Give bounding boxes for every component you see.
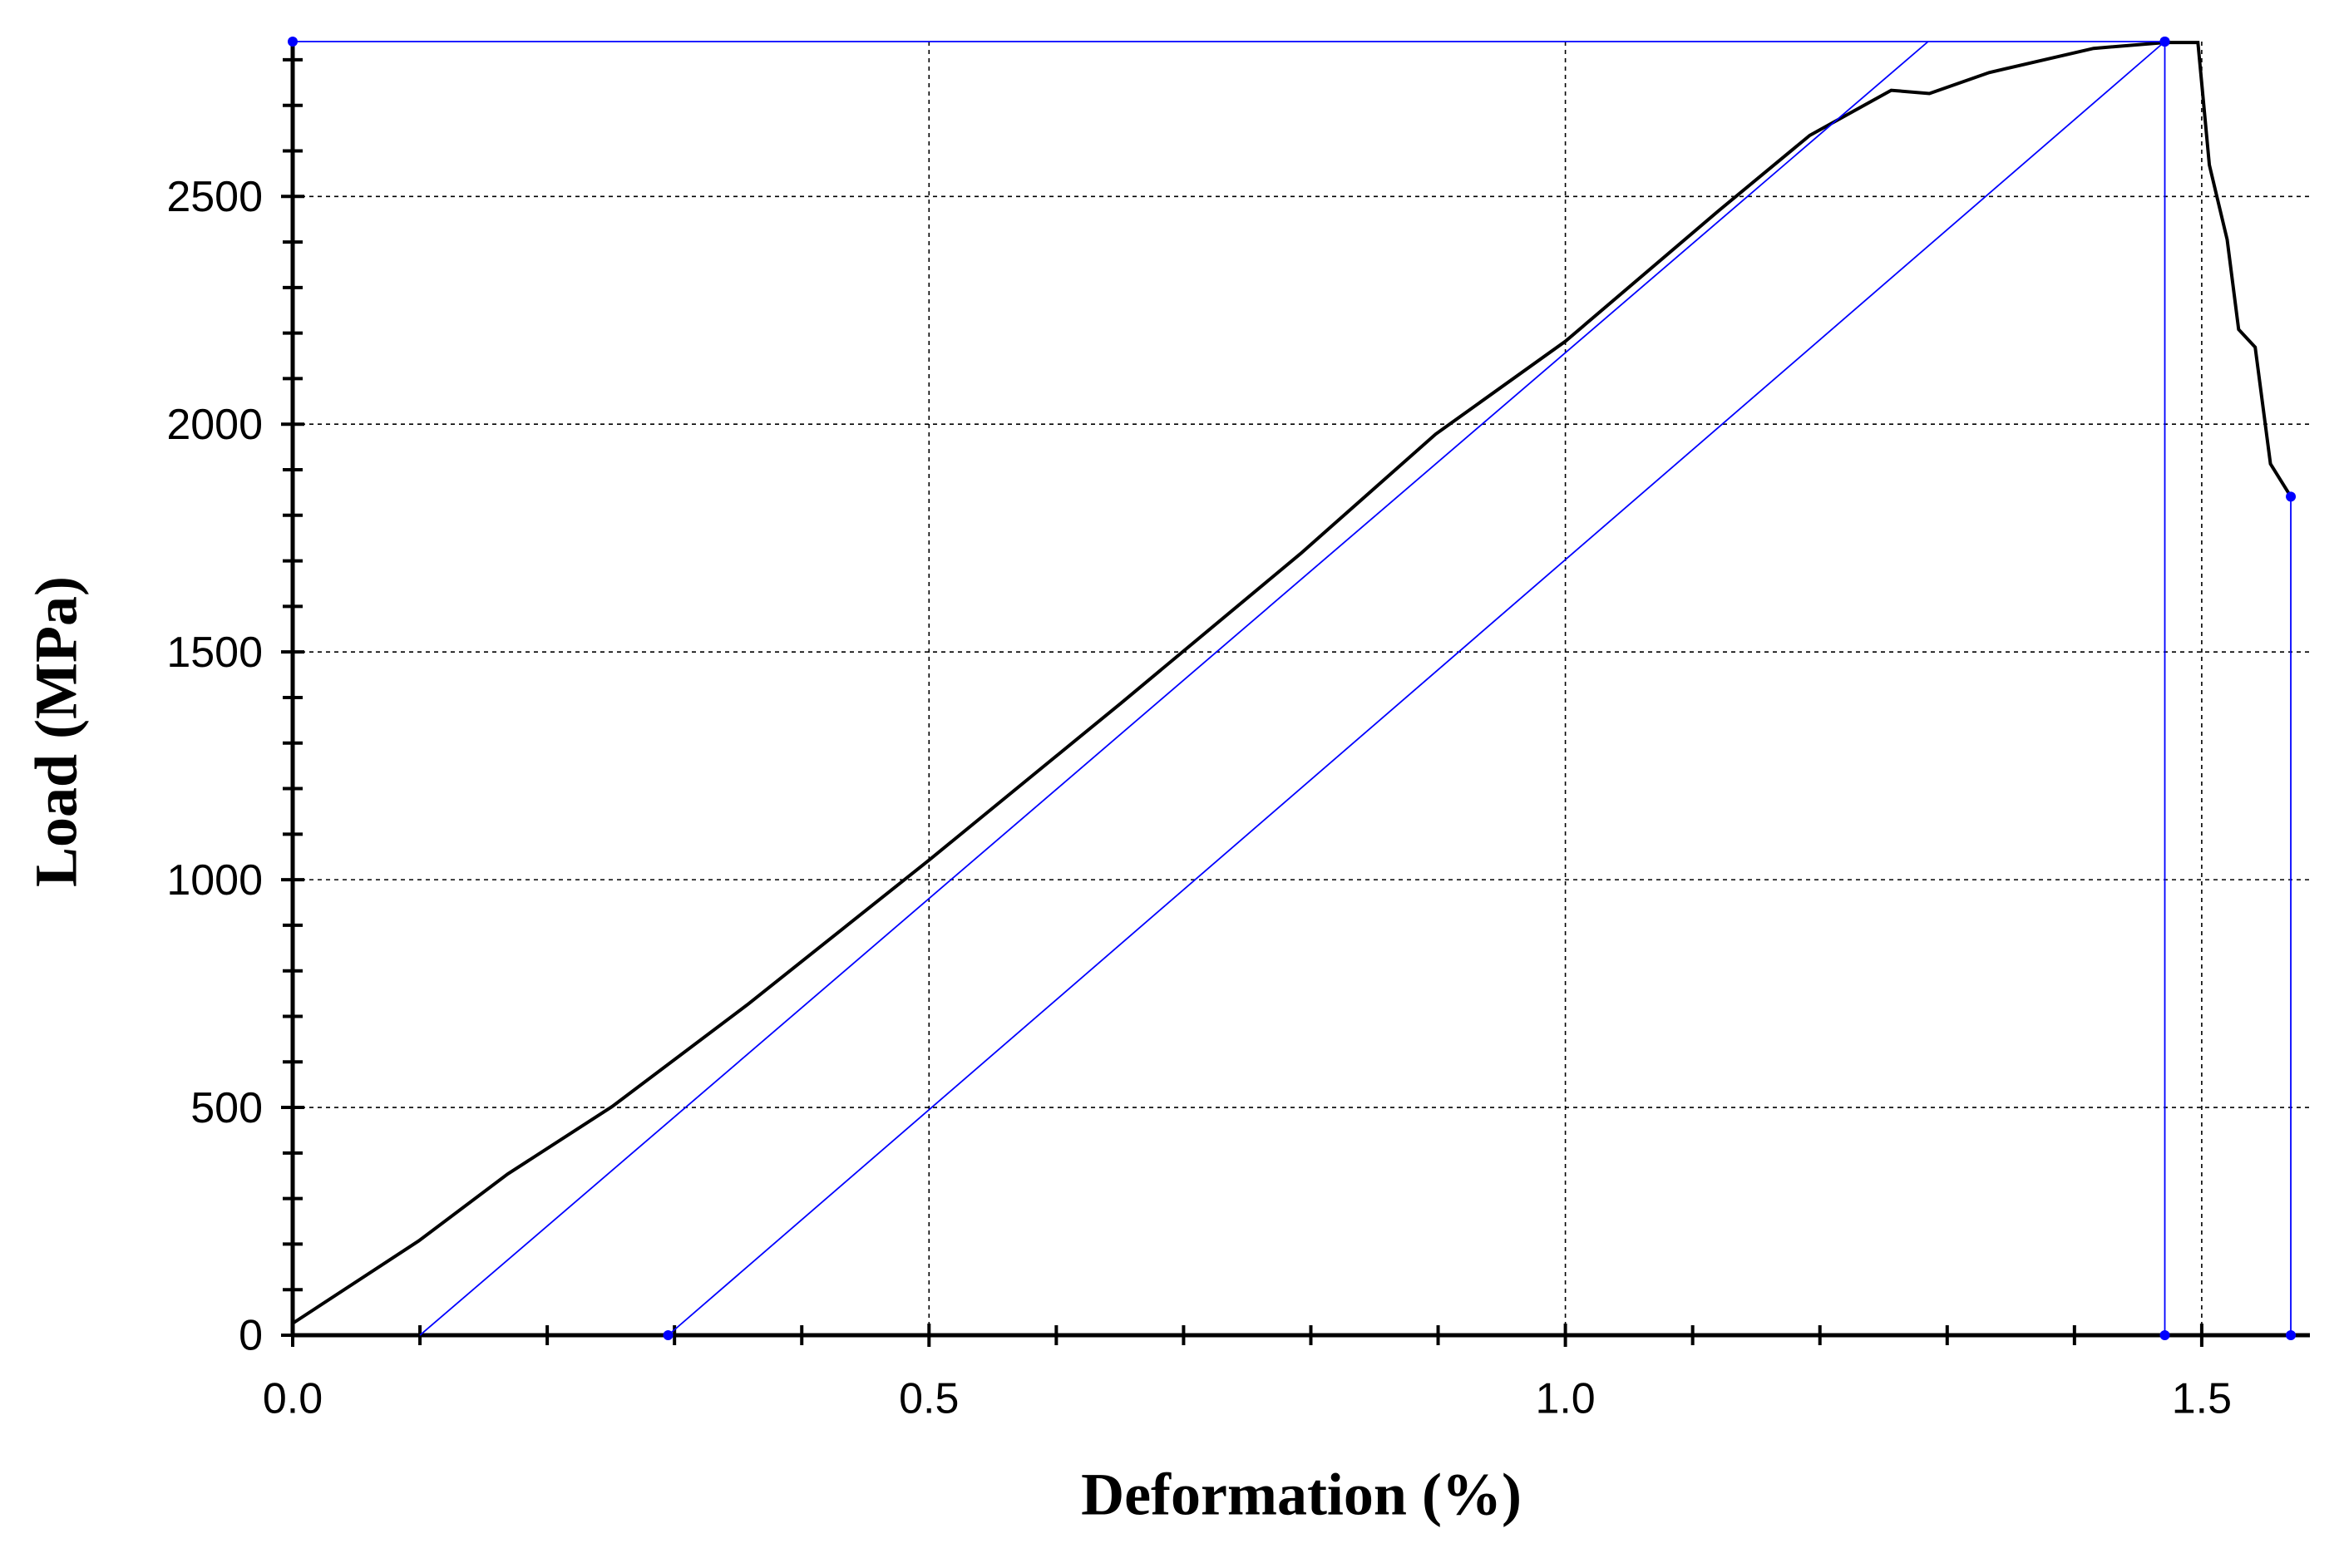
y-tick-label: 0: [239, 1312, 263, 1360]
x-tick-label: 1.0: [1535, 1375, 1595, 1423]
x-tick-label: 1.5: [2172, 1375, 2232, 1423]
y-tick-label: 1000: [166, 856, 263, 905]
data-line: [419, 41, 1929, 1336]
data-line: [291, 41, 2292, 1325]
x-tick-label: 0.0: [263, 1375, 323, 1423]
y-axis-title: Load (MPa): [23, 576, 90, 887]
point: [2159, 37, 2170, 47]
y-tick-label: 500: [190, 1084, 263, 1132]
point: [2286, 491, 2297, 502]
y-tick-label: 2000: [166, 401, 263, 449]
x-axis-title: Deformation (%): [1081, 1462, 1522, 1528]
y-tick-label: 1500: [166, 629, 263, 677]
point: [288, 37, 298, 47]
x-tick-label: 0.5: [899, 1375, 959, 1423]
point: [2159, 1330, 2170, 1340]
point: [2286, 1330, 2297, 1340]
data-line: [667, 41, 2166, 1336]
point: [663, 1330, 674, 1340]
y-tick-label: 2500: [166, 173, 263, 221]
